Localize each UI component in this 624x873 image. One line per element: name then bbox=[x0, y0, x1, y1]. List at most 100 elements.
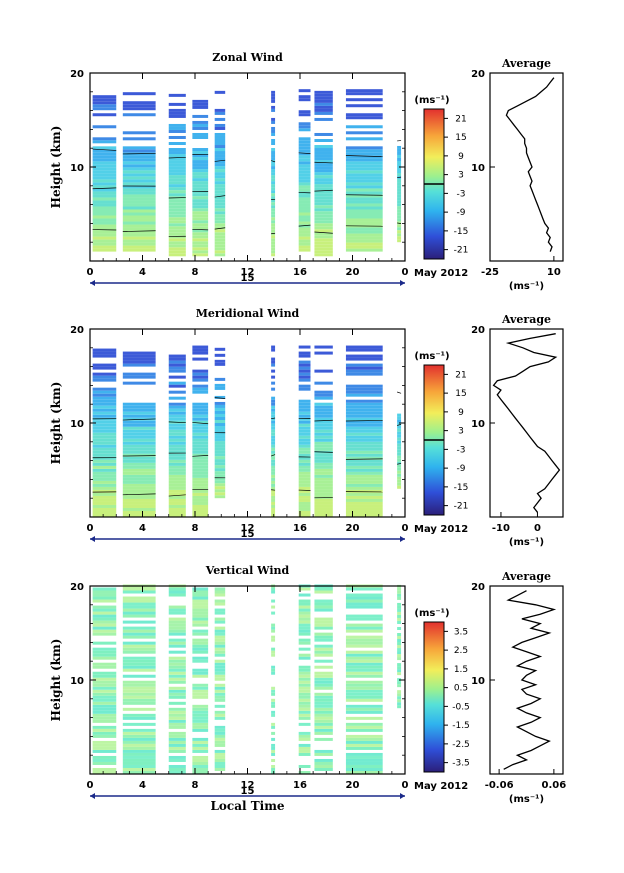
heatmap-cell bbox=[168, 384, 186, 388]
heatmap-cell bbox=[314, 501, 333, 505]
heatmap-cell bbox=[314, 626, 333, 630]
data-column bbox=[122, 584, 156, 774]
heatmap-cell bbox=[314, 420, 333, 424]
contour-line bbox=[122, 230, 156, 232]
heatmap-cell bbox=[298, 674, 311, 678]
heatmap-cell bbox=[92, 725, 117, 729]
heatmap-cell bbox=[92, 614, 117, 618]
heatmap-cell bbox=[168, 357, 186, 361]
heatmap-cell bbox=[122, 236, 156, 240]
heatmap-cell bbox=[298, 611, 311, 615]
heatmap-cell bbox=[192, 205, 209, 209]
heatmap-cell bbox=[168, 114, 186, 118]
heatmap-cell bbox=[397, 215, 402, 219]
data-column bbox=[192, 99, 209, 257]
heatmap-cell bbox=[298, 185, 311, 189]
heatmap-cell bbox=[345, 348, 383, 352]
heatmap-cell bbox=[397, 185, 402, 189]
heatmap-cell bbox=[192, 184, 209, 188]
heatmap-cell bbox=[271, 381, 276, 385]
heatmap-cell bbox=[168, 671, 186, 675]
heatmap-cell bbox=[345, 725, 383, 729]
heatmap-cell bbox=[192, 620, 209, 624]
heatmap-cell bbox=[345, 146, 383, 150]
heatmap-cell bbox=[214, 132, 226, 136]
heatmap-cell bbox=[192, 659, 209, 663]
heatmap-cell bbox=[345, 599, 383, 603]
heatmap-cell bbox=[168, 510, 186, 514]
heatmap-cell bbox=[192, 417, 209, 421]
heatmap-cell bbox=[314, 510, 333, 514]
heatmap-cell bbox=[192, 725, 209, 729]
heatmap-cell bbox=[298, 471, 311, 475]
contour-line bbox=[122, 493, 156, 496]
heatmap-cell bbox=[92, 432, 117, 436]
heatmap-cell bbox=[397, 705, 402, 709]
heatmap-cell bbox=[122, 665, 156, 669]
x-tick-label: 0 bbox=[87, 523, 94, 534]
heatmap-cell bbox=[92, 755, 117, 759]
heatmap-cell bbox=[122, 131, 156, 135]
heatmap-cell bbox=[122, 620, 156, 624]
heatmap-cell bbox=[397, 440, 402, 444]
day-arrow-left bbox=[90, 536, 95, 542]
heatmap-cell bbox=[271, 411, 276, 415]
heatmap-cell bbox=[345, 366, 383, 370]
heatmap-cell bbox=[314, 707, 333, 711]
heatmap-cell bbox=[298, 629, 311, 633]
heatmap-cell bbox=[214, 163, 226, 167]
heatmap-cell bbox=[345, 686, 383, 690]
heatmap-cell bbox=[345, 411, 383, 415]
heatmap-cell bbox=[92, 629, 117, 633]
heatmap-cell bbox=[271, 90, 276, 94]
heatmap-cell bbox=[122, 599, 156, 603]
heatmap-cell bbox=[92, 224, 117, 228]
heatmap-cell bbox=[314, 108, 333, 112]
heatmap-cell bbox=[314, 99, 333, 103]
heatmap-cell bbox=[122, 510, 156, 514]
heatmap-cell bbox=[298, 480, 311, 484]
heatmap-cell bbox=[314, 172, 333, 176]
heatmap-cell bbox=[168, 214, 186, 218]
heatmap-cell bbox=[122, 647, 156, 651]
heatmap-cell bbox=[397, 212, 402, 216]
heatmap-cell bbox=[271, 360, 276, 364]
heatmap-cell bbox=[271, 405, 276, 409]
heatmap-cell bbox=[298, 701, 311, 705]
heatmap-cell bbox=[214, 755, 226, 759]
heatmap-cell bbox=[314, 665, 333, 669]
heatmap-cell bbox=[92, 704, 117, 708]
heatmap-cell bbox=[214, 435, 226, 439]
heatmap-cell bbox=[345, 393, 383, 397]
data-column bbox=[168, 93, 186, 257]
heatmap-cell bbox=[122, 164, 156, 168]
heatmap-cell bbox=[192, 202, 209, 206]
heatmap-cell bbox=[298, 465, 311, 469]
heatmap-cell bbox=[92, 731, 117, 735]
heatmap-cell bbox=[214, 377, 226, 381]
heatmap-cell bbox=[314, 214, 333, 218]
heatmap-cell bbox=[122, 471, 156, 475]
heatmap-cell bbox=[214, 590, 226, 594]
heatmap-cell bbox=[168, 199, 186, 203]
heatmap-cell bbox=[92, 453, 117, 457]
heatmap-cell bbox=[168, 713, 186, 717]
heatmap-cell bbox=[271, 468, 276, 472]
heatmap-cell bbox=[92, 98, 117, 102]
heatmap-cell bbox=[168, 390, 186, 394]
heatmap-cell bbox=[192, 414, 209, 418]
contour-line bbox=[122, 153, 156, 155]
heatmap-cell bbox=[214, 178, 226, 182]
heatmap-cell bbox=[92, 465, 117, 469]
heatmap-cell bbox=[314, 659, 333, 663]
heatmap-cell bbox=[122, 740, 156, 744]
heatmap-cell bbox=[214, 659, 226, 663]
profile-y-tick-label: 20 bbox=[471, 582, 485, 593]
heatmap-cell bbox=[122, 707, 156, 711]
heatmap-cell bbox=[92, 474, 117, 478]
data-column bbox=[314, 345, 333, 517]
profile-y-tick-label: 20 bbox=[471, 69, 485, 80]
heatmap-cell bbox=[345, 668, 383, 672]
heatmap-cell bbox=[397, 173, 402, 177]
heatmap-cell bbox=[192, 587, 209, 591]
